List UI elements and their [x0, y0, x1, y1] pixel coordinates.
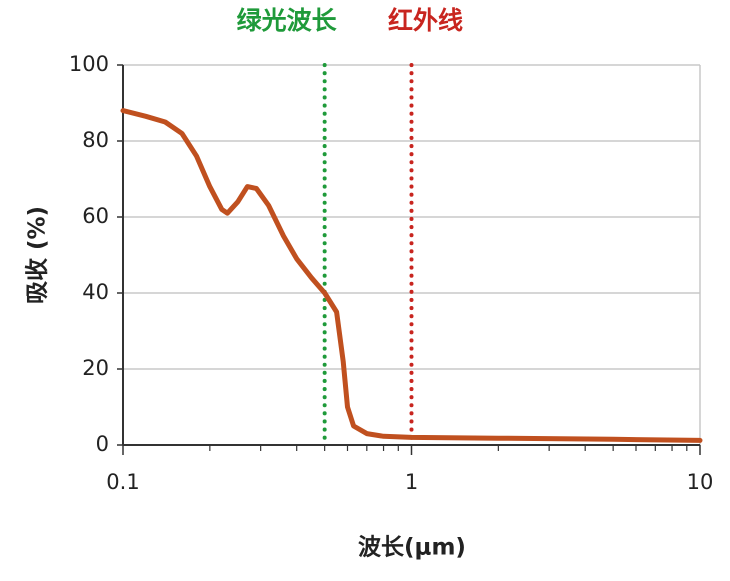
y-axis-label: 吸收 (%) [24, 206, 51, 304]
x-tick-label: 1 [405, 470, 418, 494]
y-tick-label: 100 [69, 52, 109, 76]
data-line [120, 108, 703, 443]
y-tick-label: 80 [82, 128, 109, 152]
y-tick-label: 20 [82, 356, 109, 380]
x-axis-label: 波长(μm) [358, 535, 466, 561]
y-tick-label: 40 [82, 280, 109, 304]
x-tick-label: 0.1 [106, 470, 139, 494]
y-tick-label: 60 [82, 204, 109, 228]
y-tick-label: 0 [96, 432, 109, 456]
reference-label: 绿光波长 [237, 6, 338, 35]
x-tick-label: 10 [687, 470, 714, 494]
reference-label: 红外线 [388, 6, 463, 35]
